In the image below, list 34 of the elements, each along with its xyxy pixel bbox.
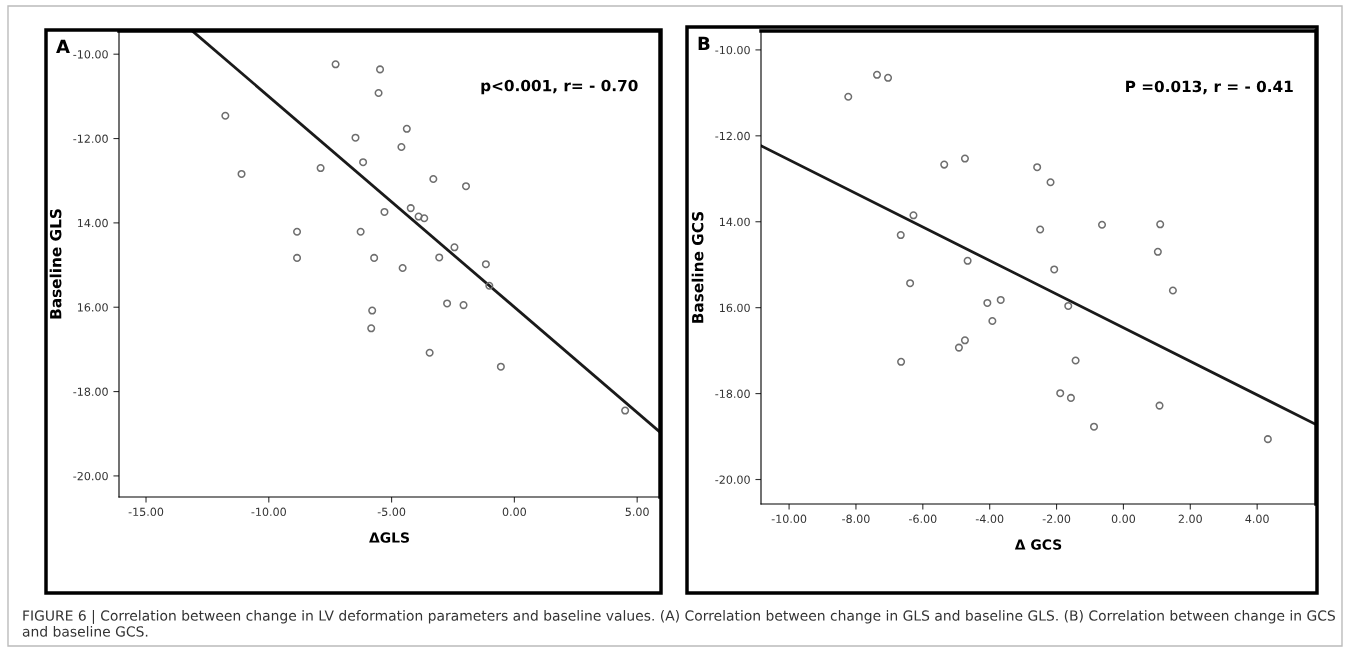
y-tick-label: 16.00 [719, 303, 750, 313]
caption: FIGURE 6 | Correlation between change in LV deformation parameters and baseline values. (A) Correlation between change in GLS and baseline GLS. (B) Correlation between change in GCS and baseline GCS. [22, 610, 1335, 637]
y-axis-title: Baseline GLS [49, 209, 62, 319]
y-tick-label: 16.00 [77, 303, 108, 312]
x-tick-label: -8.00 [842, 514, 870, 524]
x-tick-label: -2.00 [1042, 514, 1071, 524]
y-tick-label: -18.00 [73, 387, 108, 396]
y-tick-label: -12.00 [73, 134, 108, 143]
x-axis-title: ΔGLS [369, 532, 409, 543]
annotation: p<0.001, r= - 0.70 [481, 79, 638, 95]
x-axis-title: Δ GCS [1014, 539, 1062, 550]
x-tick-label: 4.00 [1245, 514, 1269, 524]
x-tick-label: -4.00 [975, 514, 1004, 524]
chart-title: A [56, 39, 70, 53]
x-tick-label: -10.00 [771, 514, 807, 524]
y-tick-label: -12.00 [715, 131, 750, 141]
y-tick-label: -20.00 [73, 471, 108, 481]
x-tick-label: 5.00 [625, 507, 649, 517]
annotation: P =0.013, r = - 0.41 [1126, 80, 1293, 95]
y-tick-label: 14.00 [77, 218, 108, 228]
y-axis-title: Baseline GCS [691, 211, 704, 323]
chart-title: B [698, 36, 710, 50]
y-tick-label: -10.00 [715, 45, 750, 55]
x-tick-label: -10.00 [251, 507, 286, 517]
x-tick-label: 0.00 [502, 507, 527, 517]
x-tick-label: -15.00 [128, 507, 164, 517]
x-tick-label: -5.00 [377, 507, 406, 517]
y-tick-label: -20.00 [715, 475, 750, 484]
x-tick-label: 2.00 [1178, 514, 1202, 524]
y-tick-label: -18.00 [715, 389, 750, 398]
x-tick-label: -6.00 [908, 514, 937, 524]
y-tick-label: -10.00 [73, 50, 108, 59]
x-tick-label: 0.00 [1111, 514, 1136, 524]
y-tick-label: 14.00 [719, 217, 750, 227]
